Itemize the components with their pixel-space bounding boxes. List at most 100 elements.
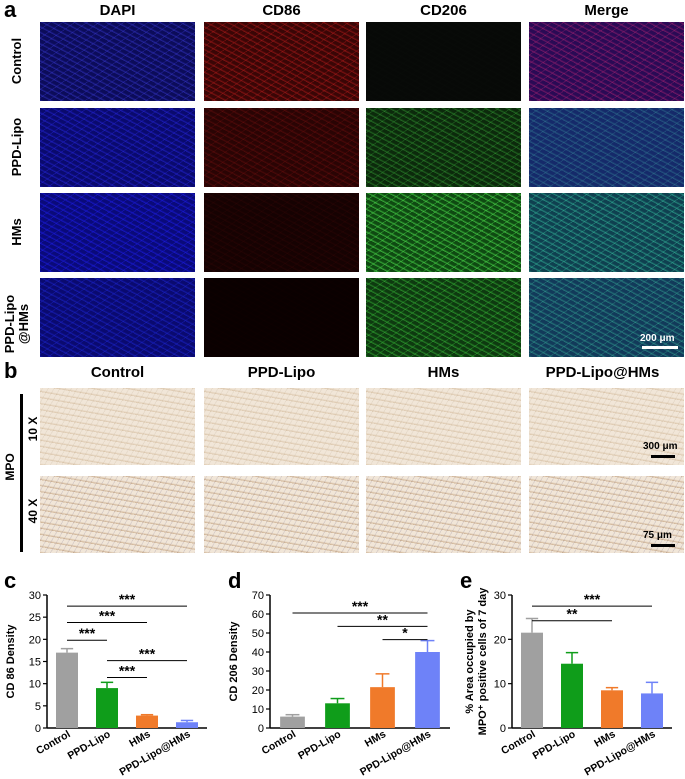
fluorescence-micrograph (40, 278, 195, 357)
row-label-control: Control (9, 37, 24, 85)
col-header-dapi: DAPI (99, 2, 136, 19)
y-tick-label: 30 (494, 590, 506, 602)
bar (641, 693, 663, 728)
scale-bar-line-b2 (651, 544, 675, 547)
y-tick-label: 20 (29, 634, 41, 646)
y-tick-label: 0 (35, 723, 41, 735)
x-tick-label: PPD-Lipo (296, 728, 343, 762)
scale-bar-line-a (642, 346, 678, 349)
ihc-micrograph (366, 476, 521, 553)
y-tick-label: 40 (252, 647, 264, 659)
x-tick-label: PPD-Lipo (66, 728, 113, 762)
y-tick-label: 70 (252, 590, 264, 602)
bar (56, 652, 78, 728)
x-tick-label: HMs (363, 728, 388, 750)
y-tick-label: 0 (500, 723, 506, 735)
fluorescence-micrograph (366, 108, 521, 187)
col-header-merge: Merge (584, 2, 629, 19)
ihc-micrograph (40, 388, 195, 465)
significance-label: * (402, 625, 408, 641)
y-tick-label: 15 (29, 657, 41, 669)
fluorescence-micrograph (529, 193, 684, 272)
y-axis-label: % Area occupied byMPO⁺ positive cells of… (464, 587, 489, 736)
y-tick-label: 50 (252, 628, 264, 640)
panel-letter-b: b (4, 358, 18, 383)
fluorescence-micrograph (529, 22, 684, 101)
fluorescence-micrograph (204, 22, 359, 101)
mpo-label: MPO (3, 453, 17, 481)
scale-bar-line-b1 (651, 455, 675, 458)
bar (370, 687, 395, 728)
significance-label: *** (119, 591, 136, 607)
scale-bar-label-b2: 75 μm (643, 530, 672, 541)
significance-label: *** (99, 607, 116, 623)
ihc-micrograph (529, 388, 684, 465)
y-tick-label: 10 (252, 704, 264, 716)
col-header-cd206: CD206 (420, 2, 467, 19)
ihc-micrograph (529, 476, 684, 553)
y-tick-label: 30 (252, 666, 264, 678)
y-tick-label: 5 (35, 701, 41, 713)
y-tick-label: 10 (494, 679, 506, 691)
panel-letter-d: d (228, 568, 242, 593)
y-axis-label: CD 206 Density (228, 621, 240, 702)
y-tick-label: 60 (252, 609, 264, 621)
bar (415, 652, 440, 728)
x-tick-label: PPD-Lipo@HMs (118, 728, 193, 778)
ihc-micrograph (204, 388, 359, 465)
y-tick-label: 0 (258, 723, 264, 735)
panel-letter-e: e (460, 568, 473, 593)
fluorescence-micrograph (204, 193, 359, 272)
bar (601, 690, 623, 728)
row-label-ppd-lipo-hms: PPD-Lipo @HMs (2, 294, 31, 354)
significance-label: *** (352, 598, 369, 614)
significance-label: *** (139, 646, 156, 662)
chart-mpo-area: % Area occupied byMPO⁺ positive cells of… (464, 587, 672, 778)
ihc-micrograph (204, 476, 359, 553)
significance-label: *** (584, 591, 601, 607)
fluorescence-micrograph (40, 108, 195, 187)
fluorescence-micrograph (40, 193, 195, 272)
scale-bar-label-b1: 300 μm (643, 441, 678, 452)
fluorescence-micrograph (529, 108, 684, 187)
fluorescence-micrograph (529, 278, 684, 357)
y-tick-label: 20 (494, 634, 506, 646)
panel-letter-a: a (4, 0, 17, 22)
fluorescence-micrograph (204, 108, 359, 187)
bar (96, 688, 118, 728)
bar (176, 722, 198, 728)
bar (521, 632, 543, 728)
x-tick-label: Control (260, 728, 298, 757)
bar (136, 715, 158, 728)
y-axis-label: CD 86 Density (5, 624, 17, 699)
x-tick-label: PPD-Lipo (531, 728, 578, 762)
significance-label: ** (377, 611, 388, 627)
fluorescence-micrograph (40, 22, 195, 101)
col-header-b-ppd-lipo: PPD-Lipo (247, 364, 316, 381)
ihc-micrograph (366, 388, 521, 465)
col-header-cd86: CD86 (262, 2, 301, 19)
significance-label: *** (119, 662, 136, 678)
scale-bar-label-a: 200 μm (640, 333, 675, 344)
fluorescence-micrograph (366, 193, 521, 272)
significance-label: *** (79, 625, 96, 641)
magnification-10x: 10 X (26, 416, 40, 442)
bar (325, 703, 350, 728)
ihc-micrograph (40, 476, 195, 553)
significance-label: ** (567, 606, 578, 622)
y-tick-label: 25 (29, 612, 41, 624)
row-label-hms: HMs (9, 218, 24, 246)
fluorescence-micrograph (204, 278, 359, 357)
bar (561, 663, 583, 728)
fluorescence-micrograph (366, 278, 521, 357)
y-tick-label: 20 (252, 685, 264, 697)
chart-cd86-density: CD 86 Density051015202530ControlPPD-Lipo… (5, 590, 207, 778)
col-header-b-hms: HMs (427, 364, 460, 381)
mpo-bracket (20, 394, 23, 552)
fluorescence-micrograph (366, 22, 521, 101)
y-tick-label: 10 (29, 679, 41, 691)
magnification-40x: 40 X (26, 498, 40, 524)
x-tick-label: HMs (127, 728, 152, 750)
x-tick-label: HMs (592, 728, 617, 750)
x-tick-label: PPD-Lipo@HMs (583, 728, 658, 778)
